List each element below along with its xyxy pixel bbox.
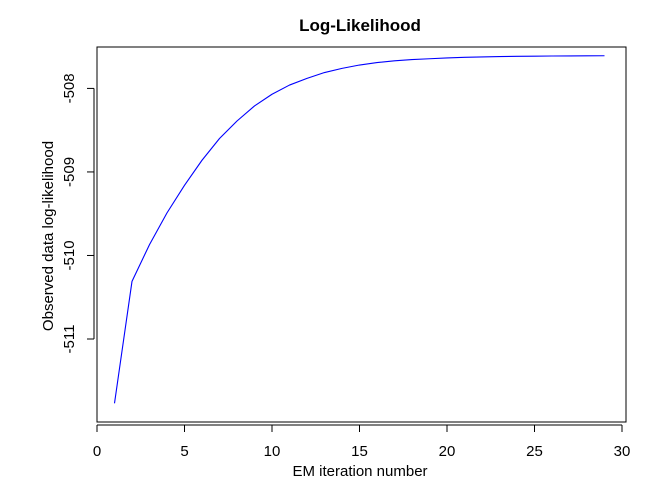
y-axis-label: Observed data log-likelihood xyxy=(40,141,57,331)
x-axis-label: EM iteration number xyxy=(292,463,427,480)
y-tick-label: -511 xyxy=(61,325,78,354)
x-tick-label: 5 xyxy=(180,443,188,460)
y-tick-label: -508 xyxy=(61,73,78,103)
chart-title: Log-Likelihood xyxy=(299,16,421,35)
y-tick-label: -509 xyxy=(61,157,78,187)
x-tick-label: 10 xyxy=(264,443,281,460)
y-axis: -508 -509 -510 -511 xyxy=(61,73,95,354)
plot-frame xyxy=(96,46,627,423)
x-tick-label: 0 xyxy=(93,443,101,460)
series-layer xyxy=(113,55,605,404)
x-axis: 0 5 10 15 20 25 30 xyxy=(93,424,631,460)
series-line xyxy=(113,55,605,404)
x-tick-label: 25 xyxy=(526,443,543,460)
x-tick-label: 30 xyxy=(614,443,631,460)
y-tick-label: -510 xyxy=(61,240,78,270)
x-tick-label: 15 xyxy=(351,443,368,460)
x-tick-label: 20 xyxy=(439,443,456,460)
